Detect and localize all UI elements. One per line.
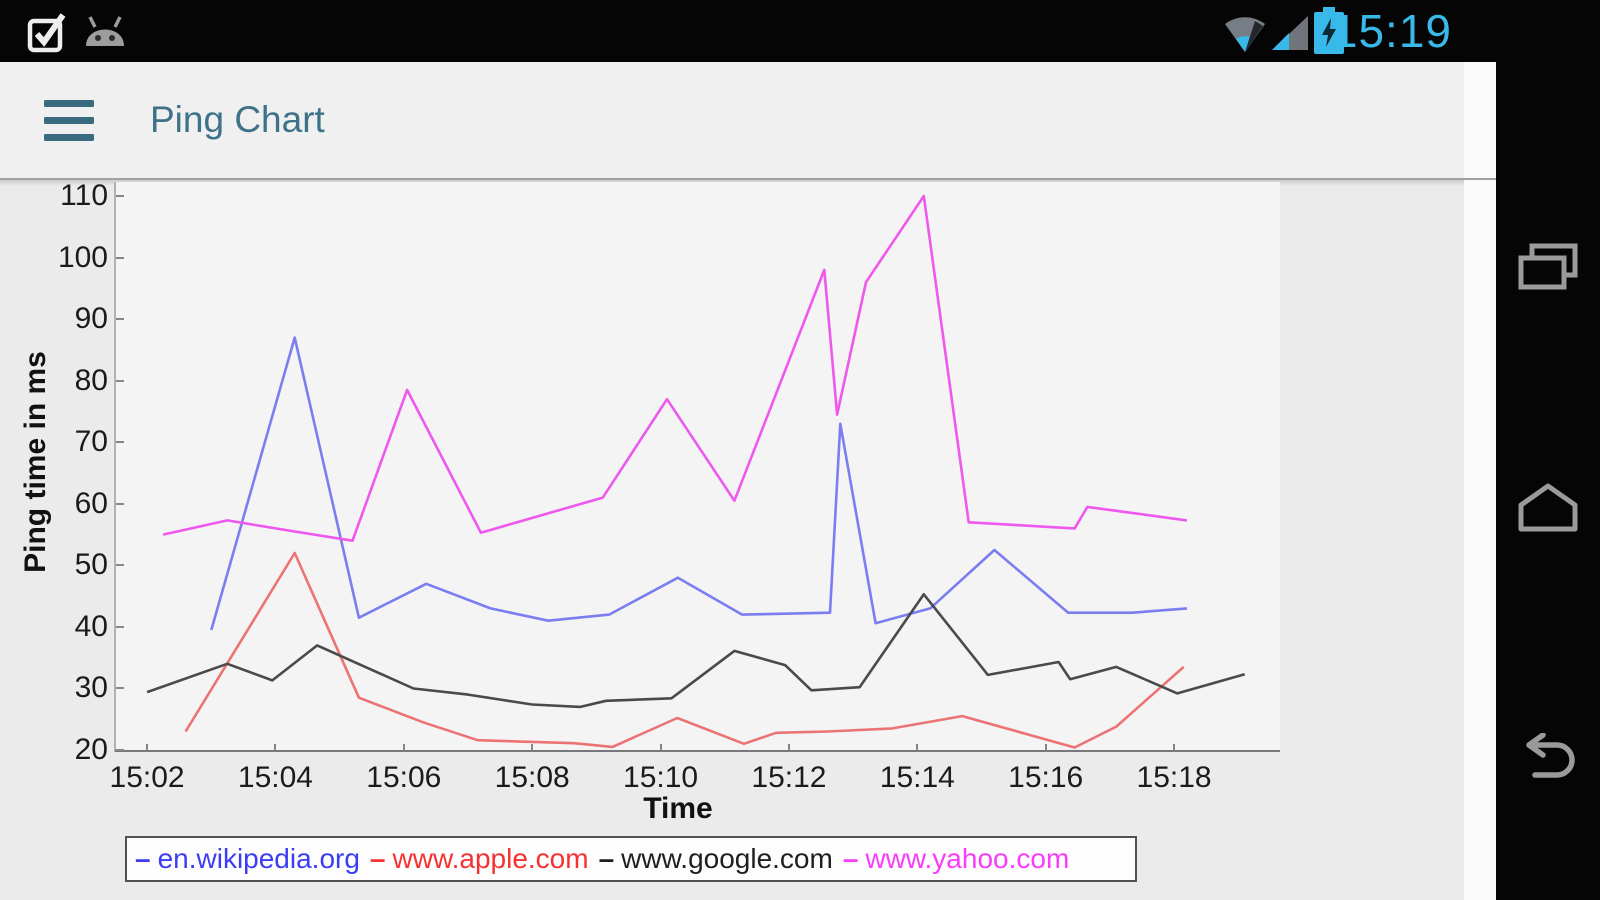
checkbox-icon	[27, 13, 66, 53]
y-tick-mark	[116, 379, 124, 382]
y-tick-mark	[116, 195, 124, 198]
x-axis-line	[115, 750, 1280, 752]
y-tick-mark	[116, 318, 124, 321]
recent-apps-icon	[1518, 243, 1578, 290]
page-title: Ping Chart	[150, 99, 325, 140]
legend-label: en.wikipedia.org	[157, 843, 360, 874]
x-tick-mark	[274, 744, 277, 751]
y-axis-line	[114, 182, 116, 752]
app-bar-divider	[0, 178, 1496, 180]
y-tick-mark	[116, 625, 124, 628]
recent-apps-button[interactable]	[1496, 232, 1600, 302]
x-tick-label: 15:08	[494, 761, 570, 794]
x-tick-mark	[659, 744, 662, 751]
x-tick-mark	[1173, 744, 1176, 751]
back-icon	[1526, 733, 1575, 778]
x-tick-mark	[916, 744, 919, 751]
x-tick-label: 15:16	[1008, 761, 1084, 794]
x-tick-mark	[146, 744, 149, 751]
y-tick-label: 60	[74, 486, 108, 520]
x-tick-label: 15:18	[1136, 761, 1212, 794]
x-tick-label: 15:10	[623, 761, 699, 794]
legend-swatch: –	[842, 843, 859, 874]
android-icon	[86, 16, 124, 46]
x-tick-label: 15:02	[109, 761, 185, 794]
chart-legend: – en.wikipedia.org – www.apple.com – www.goog…	[125, 836, 1137, 882]
home-icon	[1518, 483, 1578, 532]
wifi-icon	[1225, 17, 1265, 52]
x-tick-label: 15:04	[237, 761, 313, 794]
y-tick-label: 70	[74, 425, 108, 459]
legend-item: – en.wikipedia.org	[135, 843, 360, 875]
x-tick-label: 15:12	[751, 761, 827, 794]
x-tick-label: 15:06	[366, 761, 442, 794]
app-bar	[0, 62, 1464, 178]
y-tick-label: 80	[74, 363, 108, 397]
legend-swatch: –	[135, 843, 151, 874]
legend-label: www.apple.com	[392, 843, 589, 874]
screen-edge-strip	[1464, 62, 1496, 900]
y-tick-label: 30	[74, 671, 108, 705]
x-tick-mark	[1044, 744, 1047, 751]
x-tick-mark	[402, 744, 405, 751]
signal-icon	[1272, 16, 1308, 50]
y-tick-label: 90	[74, 302, 108, 336]
y-tick-label: 50	[74, 548, 108, 582]
x-axis-title: Time	[643, 792, 713, 825]
y-tick-label: 20	[74, 733, 108, 766]
battery-charging-icon	[1314, 7, 1344, 54]
y-tick-label: 40	[74, 609, 108, 643]
y-tick-mark	[116, 564, 124, 567]
navigation-bar	[1496, 62, 1600, 900]
status-clock: 15:19	[1331, 5, 1452, 57]
menu-button[interactable]	[36, 90, 102, 150]
legend-label: www.google.com	[621, 843, 833, 874]
status-bar: 15:19	[0, 0, 1600, 62]
x-tick-mark	[787, 744, 790, 751]
x-tick-label: 15:14	[879, 761, 955, 794]
legend-swatch: –	[369, 843, 386, 874]
legend-item: – www.google.com	[599, 843, 833, 875]
y-tick-mark	[116, 749, 124, 751]
y-tick-mark	[116, 687, 124, 690]
back-button[interactable]	[1496, 724, 1600, 794]
y-tick-label: 100	[57, 240, 108, 274]
legend-item: – www.apple.com	[370, 843, 589, 875]
y-tick-mark	[116, 256, 124, 259]
y-tick-label: 110	[60, 179, 108, 213]
legend-item: – www.yahoo.com	[843, 843, 1069, 875]
y-tick-mark	[116, 502, 124, 505]
x-tick-mark	[531, 744, 534, 751]
home-button[interactable]	[1496, 472, 1600, 542]
plot-area	[115, 182, 1280, 752]
legend-swatch: –	[598, 843, 615, 874]
y-tick-mark	[116, 441, 124, 444]
legend-label: www.yahoo.com	[865, 843, 1070, 874]
